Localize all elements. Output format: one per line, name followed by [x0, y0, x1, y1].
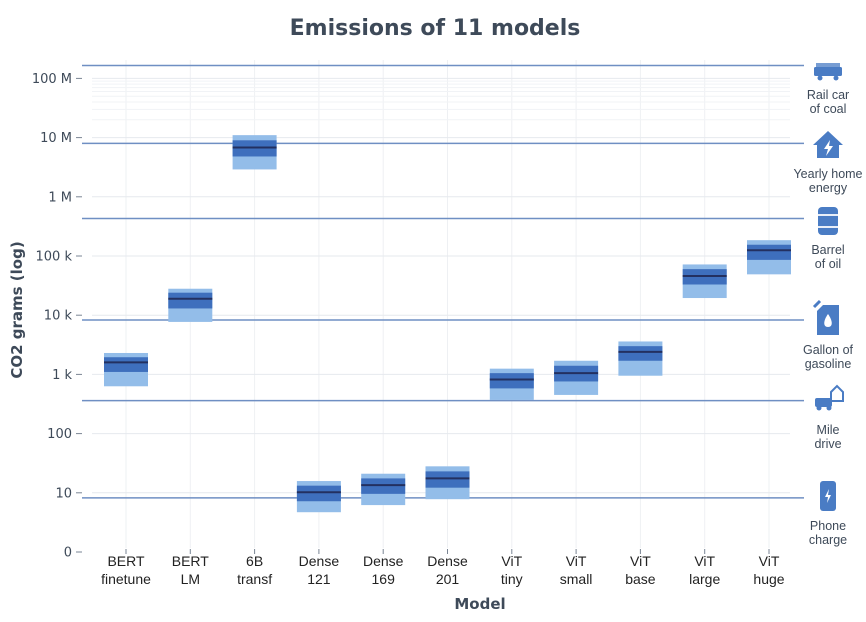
x-tick-label-line1: ViT: [501, 553, 522, 569]
reference-label-line1: Gallon of: [803, 343, 854, 357]
y-tick-label: 1 k: [52, 368, 72, 383]
x-tick-label-line2: 121: [307, 571, 331, 587]
box-8: [618, 341, 663, 376]
car-wheel: [816, 405, 822, 411]
rail-car-icon: [814, 63, 842, 81]
box-interquartile: [168, 292, 213, 309]
fuel-drop: [824, 314, 832, 327]
y-tick-label: 10: [55, 486, 72, 501]
x-tick-label-line1: Dense: [363, 553, 404, 569]
fuel-can-icon: [812, 299, 839, 335]
fuel-can-spout: [812, 299, 822, 309]
box-2: [232, 135, 277, 170]
reference-label-line2: charge: [809, 533, 847, 547]
phone-bolt: [825, 489, 831, 503]
box-3: [296, 481, 341, 513]
box-0: [104, 352, 148, 387]
y-tick-label: 100 M: [32, 72, 72, 87]
x-tick-label-line1: BERT: [172, 553, 210, 569]
x-tick-label-line2: LM: [181, 571, 200, 587]
reference-label-line1: Barrel: [811, 243, 844, 257]
x-tick-label-line2: huge: [753, 571, 784, 587]
reference-label-line2: energy: [809, 181, 848, 195]
box-interquartile: [296, 485, 341, 502]
x-tick-label-line2: tiny: [501, 571, 523, 587]
box-5: [425, 466, 470, 500]
box-interquartile: [104, 357, 148, 372]
x-tick-label-line1: ViT: [759, 553, 780, 569]
x-tick-label-line1: 6B: [246, 553, 263, 569]
x-tick-label-line2: small: [560, 571, 593, 587]
y-tick-label: 0: [64, 546, 72, 561]
car-body: [815, 398, 832, 407]
y-tick-label: 100: [47, 427, 72, 442]
x-tick-label-line2: transf: [237, 571, 272, 587]
x-tick-label-line2: base: [625, 571, 656, 587]
house-icon: [813, 131, 843, 158]
x-axis-label: Model: [454, 595, 505, 613]
barrel-body: [818, 207, 838, 235]
box-1: [168, 288, 213, 322]
rail-car-wheel: [817, 75, 823, 81]
house-bolt: [824, 140, 833, 156]
rail-car-load: [816, 63, 840, 68]
y-tick-label: 10 k: [44, 309, 73, 324]
x-tick-label-line2: large: [689, 571, 720, 587]
box-interquartile: [747, 244, 791, 260]
rail-car-wheel: [833, 75, 839, 81]
reference-label-line2: of oil: [815, 257, 841, 271]
x-tick-label-line1: ViT: [566, 553, 587, 569]
box-7: [554, 360, 599, 395]
reference-label-line2: drive: [814, 437, 841, 451]
x-tick-label-line2: finetune: [101, 571, 151, 587]
box-4: [361, 473, 406, 506]
phone-icon: [820, 481, 836, 511]
grid: [92, 60, 790, 548]
x-tick-label-line1: ViT: [630, 553, 651, 569]
box-interquartile: [361, 478, 406, 494]
reference-label-line1: Rail car: [807, 88, 849, 102]
x-tick-label-line1: Dense: [299, 553, 340, 569]
rail-car-body: [814, 67, 842, 76]
box-6: [489, 368, 534, 400]
reference-label-line1: Mile: [817, 423, 840, 437]
reference-label-line2: of coal: [810, 102, 847, 116]
x-tick-label-line2: 169: [372, 571, 396, 587]
y-tick-label: 10 M: [40, 131, 72, 146]
y-tick-label: 100 k: [36, 250, 73, 265]
reference-label-line1: Phone: [810, 519, 846, 533]
x-tick-label-line1: ViT: [694, 553, 715, 569]
barrel-icon: [818, 207, 838, 235]
x-axis-ticks: BERT finetune BERT LM 6B transf Dense 121 Dense 1…: [101, 549, 785, 587]
box-interquartile: [489, 373, 534, 389]
x-tick-label-line1: BERT: [107, 553, 145, 569]
reference-label-line1: Yearly home: [793, 167, 862, 181]
chart-title: Emissions of 11 models: [290, 16, 581, 41]
box-interquartile: [425, 471, 470, 488]
reference-label-line2: gasoline: [805, 357, 852, 371]
y-axis-label: CO2 grams (log): [8, 241, 26, 378]
box-series: [104, 135, 791, 513]
car-icon: [815, 384, 844, 411]
box-9: [682, 264, 727, 299]
x-tick-label-line2: 201: [436, 571, 460, 587]
y-tick-label: 1 M: [48, 190, 72, 205]
y-axis-ticks: 0 10 100 1 k 10 k 100 k 1 M 10 M 100 M: [32, 72, 82, 561]
x-tick-label-line1: Dense: [427, 553, 468, 569]
box-interquartile: [618, 346, 663, 361]
car-house: [830, 384, 844, 402]
car-wheel: [826, 405, 832, 411]
box-10: [747, 240, 791, 275]
